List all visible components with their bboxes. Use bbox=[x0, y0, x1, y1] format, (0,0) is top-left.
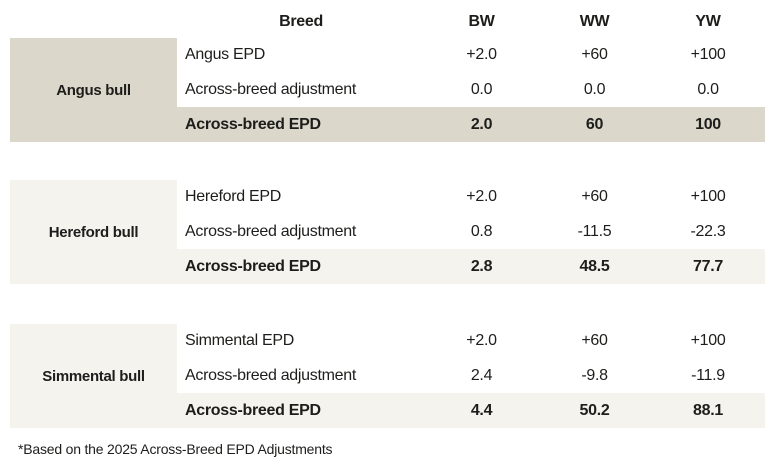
cell-hereford-epd-yw: +100 bbox=[651, 180, 765, 215]
table-header-row: Breed BW WW YW bbox=[10, 0, 765, 38]
cell-hereford-total-yw: 77.7 bbox=[651, 249, 765, 284]
cell-simmental-total-bw: 4.4 bbox=[425, 393, 538, 428]
cell-hereford-adjustment-yw: -22.3 bbox=[651, 214, 765, 250]
row-label-angus-bull: Angus bull bbox=[10, 38, 177, 142]
cell-hereford-adjustment-ww: -11.5 bbox=[538, 214, 651, 250]
column-header-bw: BW bbox=[468, 13, 495, 30]
row-label-simmental-bull: Simmental bull bbox=[10, 324, 177, 428]
row-name-hereford-adjustment: Across-breed adjustment bbox=[177, 214, 425, 250]
cell-angus-total-bw: 2.0 bbox=[425, 107, 538, 142]
cell-simmental-total-ww: 50.2 bbox=[538, 393, 651, 428]
cell-simmental-adjustment-yw: -11.9 bbox=[651, 358, 765, 394]
cell-hereford-epd-ww: +60 bbox=[538, 180, 651, 215]
cell-angus-adjustment-yw: 0.0 bbox=[651, 72, 765, 108]
section-simmental: Simmental bull Simmental EPD +2.0 +60 +1… bbox=[10, 324, 765, 428]
cell-hereford-total-ww: 48.5 bbox=[538, 249, 651, 284]
row-name-angus-epd: Angus EPD bbox=[177, 38, 425, 73]
row-name-angus-across-breed-epd: Across-breed EPD bbox=[177, 107, 425, 142]
row-name-simmental-adjustment: Across-breed adjustment bbox=[177, 358, 425, 394]
cell-angus-total-ww: 60 bbox=[538, 107, 651, 142]
cell-simmental-total-yw: 88.1 bbox=[651, 393, 765, 428]
cell-hereford-total-bw: 2.8 bbox=[425, 249, 538, 284]
footnote: *Based on the 2025 Across-Breed EPD Adju… bbox=[18, 441, 333, 457]
section-angus: Angus bull Angus EPD +2.0 +60 +100 Acros… bbox=[10, 38, 765, 142]
row-name-simmental-epd: Simmental EPD bbox=[177, 324, 425, 359]
column-header-yw: YW bbox=[695, 13, 721, 30]
row-name-hereford-across-breed-epd: Across-breed EPD bbox=[177, 249, 425, 284]
cell-simmental-epd-yw: +100 bbox=[651, 324, 765, 359]
cell-angus-epd-yw: +100 bbox=[651, 38, 765, 73]
row-label-hereford-bull: Hereford bull bbox=[10, 180, 177, 284]
section-hereford: Hereford bull Hereford EPD +2.0 +60 +100… bbox=[10, 180, 765, 284]
cell-angus-epd-bw: +2.0 bbox=[425, 38, 538, 73]
cell-angus-adjustment-ww: 0.0 bbox=[538, 72, 651, 108]
row-name-hereford-epd: Hereford EPD bbox=[177, 180, 425, 215]
cell-simmental-adjustment-ww: -9.8 bbox=[538, 358, 651, 394]
cell-hereford-adjustment-bw: 0.8 bbox=[425, 214, 538, 250]
cell-angus-total-yw: 100 bbox=[651, 107, 765, 142]
cell-simmental-epd-ww: +60 bbox=[538, 324, 651, 359]
row-name-angus-adjustment: Across-breed adjustment bbox=[177, 72, 425, 108]
across-breed-epd-table: Breed BW WW YW Angus bull Angus EPD +2.0… bbox=[10, 0, 765, 428]
cell-angus-epd-ww: +60 bbox=[538, 38, 651, 73]
column-header-ww: WW bbox=[579, 13, 610, 30]
cell-simmental-adjustment-bw: 2.4 bbox=[425, 358, 538, 394]
column-header-breed: Breed bbox=[279, 13, 323, 30]
cell-simmental-epd-bw: +2.0 bbox=[425, 324, 538, 359]
row-name-simmental-across-breed-epd: Across-breed EPD bbox=[177, 393, 425, 428]
cell-hereford-epd-bw: +2.0 bbox=[425, 180, 538, 215]
cell-angus-adjustment-bw: 0.0 bbox=[425, 72, 538, 108]
